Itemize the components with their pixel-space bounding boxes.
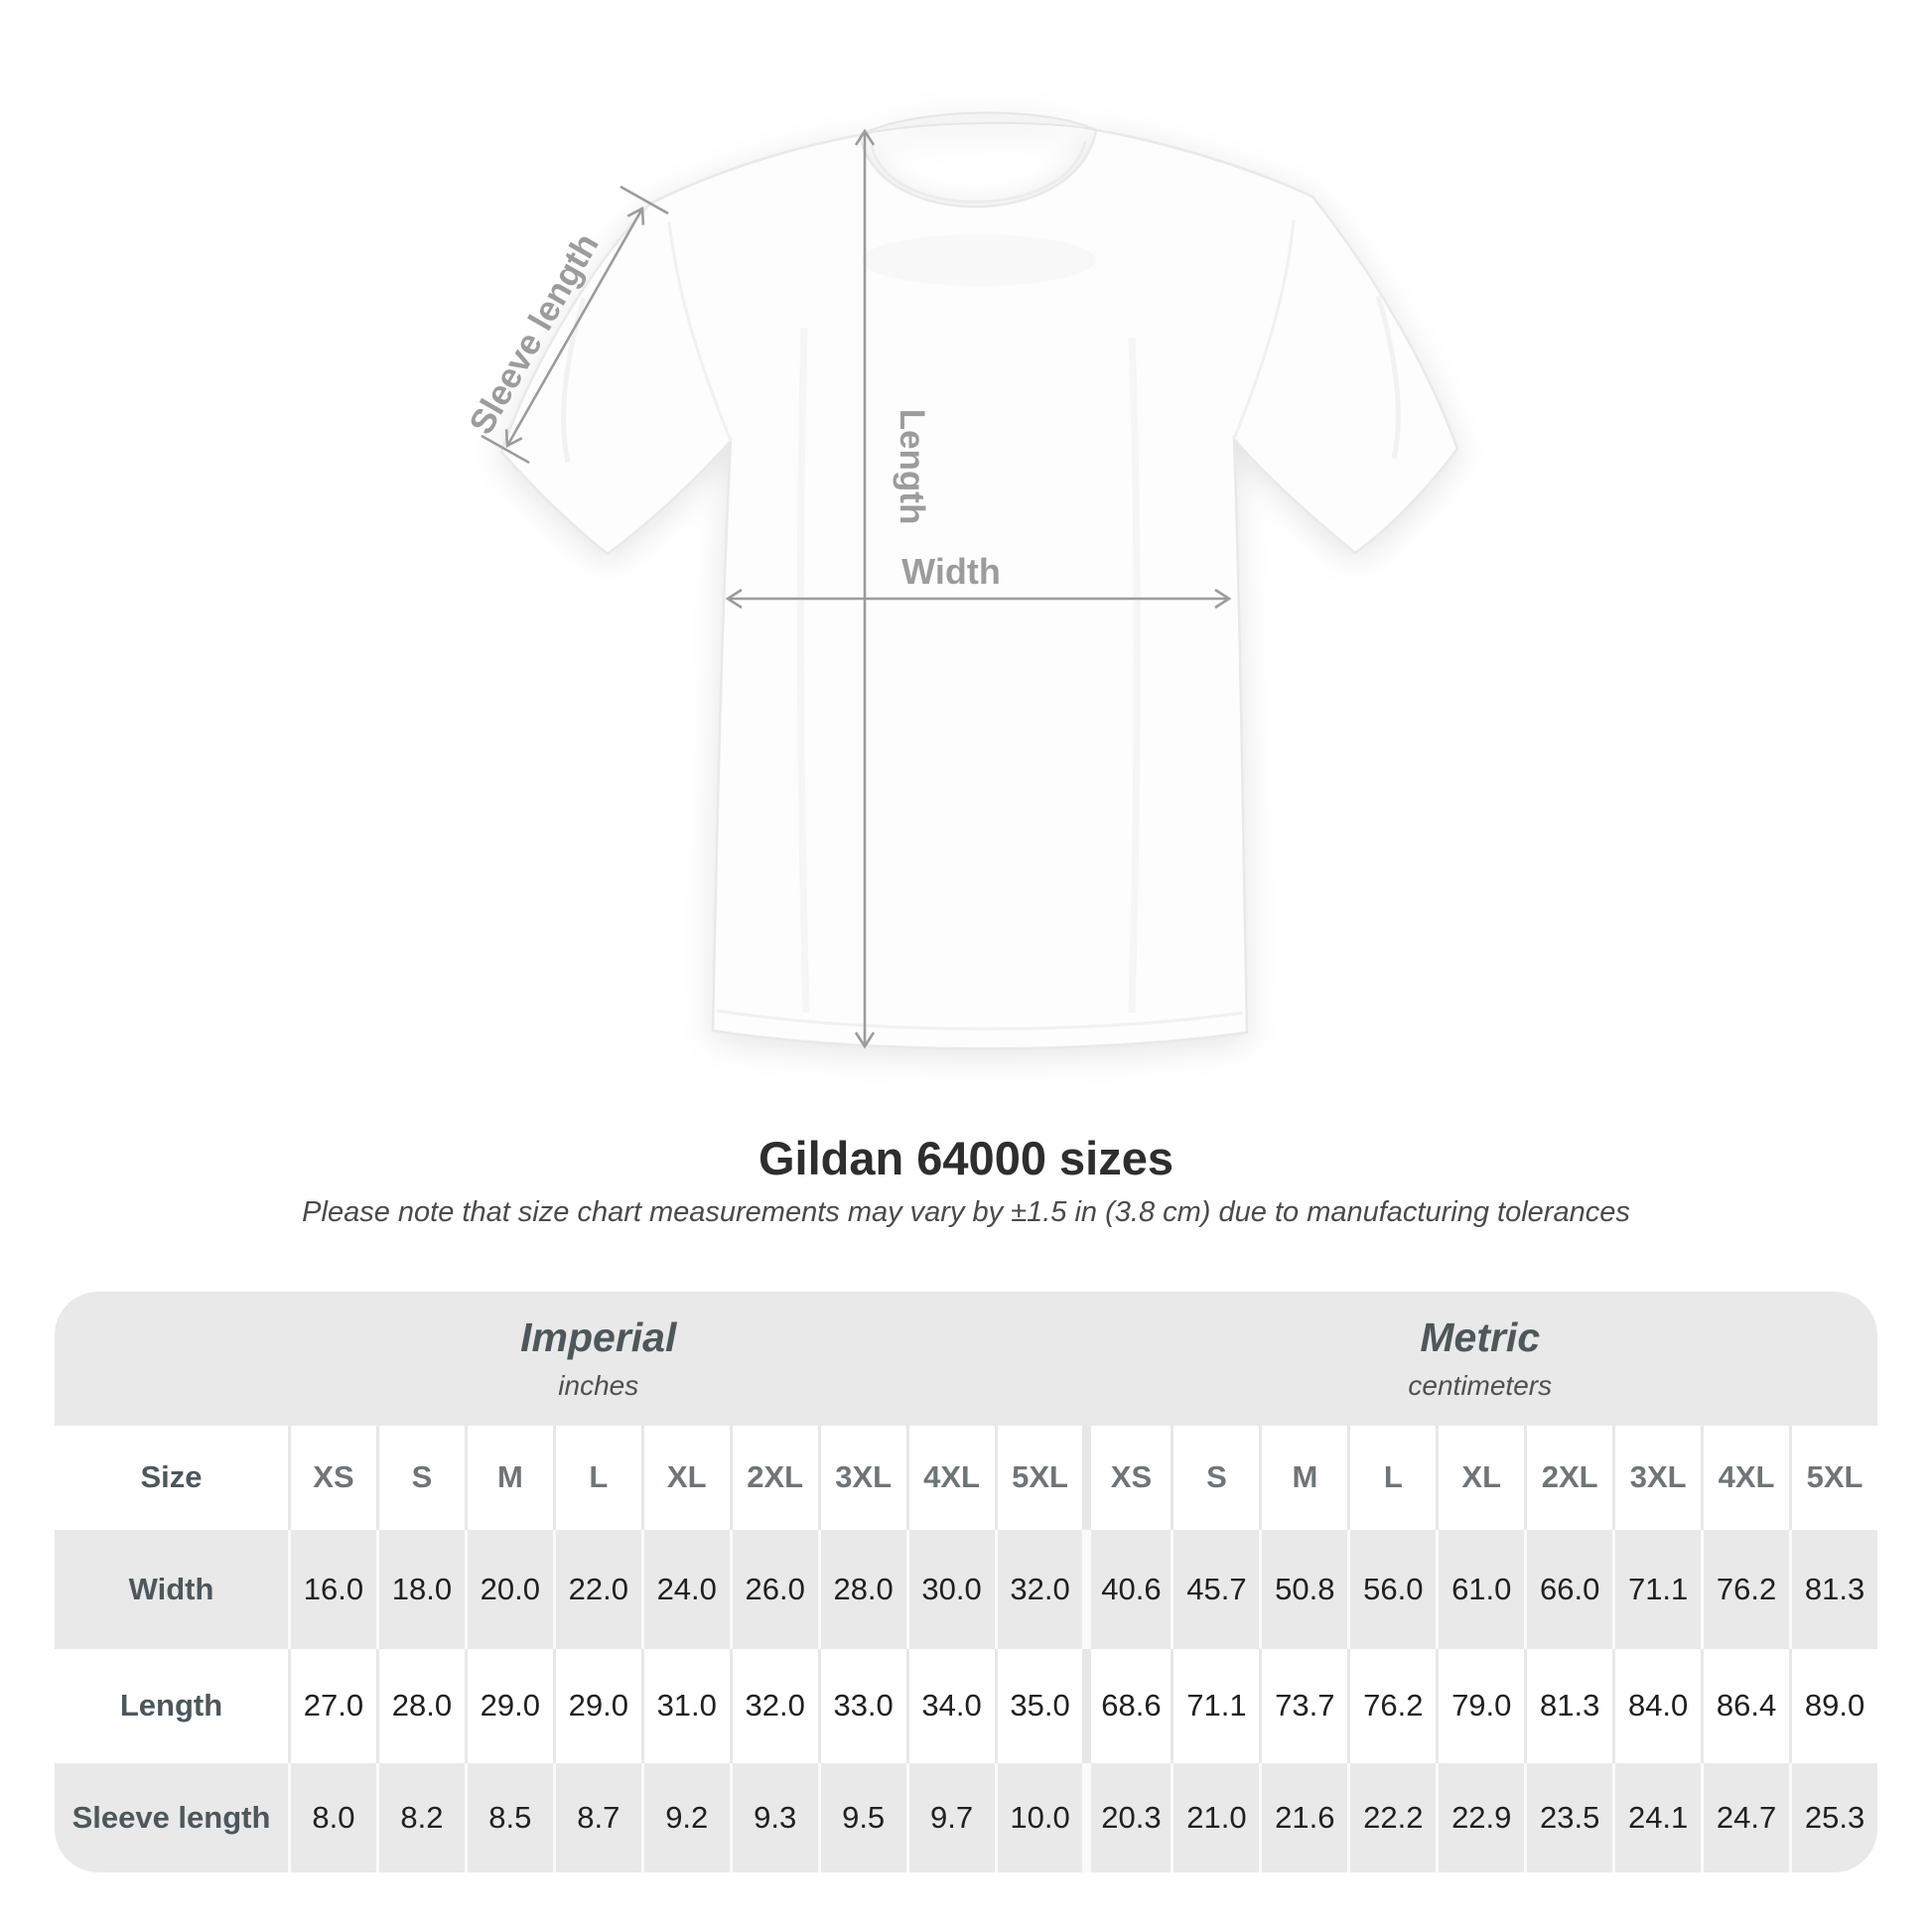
table-cell: 22.0	[552, 1529, 641, 1649]
table-cell: 9.5	[817, 1762, 906, 1872]
size-col-header: 2XL	[729, 1425, 818, 1530]
table-cell: 40.6	[1082, 1529, 1171, 1649]
table-cell: 79.0	[1436, 1648, 1524, 1763]
sleeve-end-tick	[481, 434, 530, 465]
table-cell: 34.0	[905, 1648, 995, 1763]
table-cell: 68.6	[1082, 1648, 1171, 1763]
table-cell: 21.6	[1259, 1762, 1347, 1872]
table-cell: 35.0	[994, 1648, 1083, 1763]
width-label: Width	[901, 551, 1001, 592]
table-row-length: Length 27.0 28.0 29.0 29.0 31.0 32.0 33.…	[55, 1648, 1877, 1763]
length-label: Length	[893, 409, 931, 525]
table-cell: 31.0	[640, 1648, 730, 1763]
tshirt-measurement-diagram: Sleeve length Length Width	[462, 111, 1459, 1050]
table-cell: 32.0	[729, 1648, 818, 1763]
table-cell: 24.1	[1612, 1762, 1701, 1872]
table-cell: 73.7	[1259, 1648, 1347, 1763]
table-cell: 9.7	[905, 1762, 995, 1872]
size-col-header: XL	[1436, 1425, 1524, 1530]
table-cell: 20.0	[464, 1529, 553, 1649]
table-cell: 16.0	[288, 1529, 376, 1649]
table-cell: 8.7	[552, 1762, 641, 1872]
table-cell: 20.3	[1082, 1762, 1171, 1872]
sleeve-end-tick	[620, 185, 669, 215]
metric-header: Metric centimeters	[1083, 1292, 1878, 1426]
table-cell: 8.0	[288, 1762, 376, 1872]
table-cell: 30.0	[905, 1529, 995, 1649]
size-table: Imperial inches Metric centimeters Size …	[55, 1291, 1878, 1872]
table-cell: 26.0	[729, 1529, 818, 1649]
imperial-title: Imperial	[520, 1314, 677, 1361]
table-cell: 21.0	[1171, 1762, 1259, 1872]
table-cell: 25.3	[1789, 1762, 1877, 1872]
table-cell: 9.3	[729, 1762, 818, 1872]
row-label-length: Length	[119, 1688, 223, 1724]
size-col-header: 5XL	[1789, 1425, 1877, 1530]
table-cell: 86.4	[1701, 1648, 1789, 1763]
table-cell: 9.2	[640, 1762, 730, 1872]
row-label-width: Width	[128, 1571, 214, 1606]
table-row-width: Width 16.0 18.0 20.0 22.0 24.0 26.0 28.0…	[55, 1529, 1877, 1649]
page-subtitle: Please note that size chart measurements…	[302, 1196, 1630, 1229]
table-cell: 84.0	[1612, 1648, 1701, 1763]
page-title: Gildan 64000 sizes	[758, 1132, 1174, 1184]
row-label-size: Size	[140, 1459, 203, 1495]
table-cell: 27.0	[288, 1648, 376, 1763]
size-col-header: XL	[640, 1425, 730, 1530]
table-cell: 33.0	[817, 1648, 906, 1763]
table-cell: 24.7	[1701, 1762, 1789, 1872]
size-col-header: 4XL	[1701, 1425, 1789, 1530]
size-col-header: 3XL	[1612, 1425, 1701, 1530]
size-col-header: 5XL	[994, 1425, 1083, 1530]
size-col-header: XS	[288, 1425, 376, 1530]
metric-unit: centimeters	[1408, 1370, 1553, 1402]
size-col-header: M	[1259, 1425, 1347, 1530]
table-cell: 8.5	[464, 1762, 553, 1872]
table-cell: 24.0	[640, 1529, 730, 1649]
imperial-unit: inches	[558, 1370, 639, 1402]
table-cell: 89.0	[1789, 1648, 1877, 1763]
size-col-header: S	[1171, 1425, 1259, 1530]
size-col-header: L	[1347, 1425, 1436, 1530]
table-cell: 71.1	[1171, 1648, 1259, 1763]
table-cell: 18.0	[375, 1529, 465, 1649]
table-cell: 8.2	[375, 1762, 465, 1872]
table-cell: 29.0	[552, 1648, 641, 1763]
sleeve-dimension-line	[504, 206, 645, 449]
unit-header-band: Imperial inches Metric centimeters	[55, 1291, 1878, 1426]
table-cell: 22.2	[1347, 1762, 1436, 1872]
table-cell: 76.2	[1347, 1648, 1436, 1763]
table-cell: 23.5	[1524, 1762, 1612, 1872]
table-cell: 50.8	[1259, 1529, 1347, 1649]
row-label-sleeve-length: Sleeve length	[71, 1799, 271, 1835]
table-cell: 10.0	[994, 1762, 1083, 1872]
size-col-header: L	[552, 1425, 641, 1530]
table-row-sizes: Size XS S M L XL 2XL 3XL 4XL 5XL XS S M …	[55, 1425, 1877, 1530]
size-col-header: XS	[1082, 1425, 1171, 1530]
size-col-header: 4XL	[905, 1425, 995, 1530]
table-cell: 29.0	[464, 1648, 553, 1763]
table-cell: 71.1	[1612, 1529, 1701, 1649]
table-cell: 81.3	[1789, 1529, 1877, 1649]
size-col-header: 2XL	[1524, 1425, 1612, 1530]
table-cell: 61.0	[1436, 1529, 1524, 1649]
imperial-header: Imperial inches	[55, 1292, 1083, 1426]
tshirt-diagram-svg: Sleeve length Length Width	[462, 111, 1459, 1050]
size-col-header: 3XL	[817, 1425, 906, 1530]
size-col-header: M	[464, 1425, 553, 1530]
table-cell: 81.3	[1524, 1648, 1612, 1763]
table-cell: 32.0	[994, 1529, 1083, 1649]
size-col-header: S	[375, 1425, 465, 1530]
table-cell: 22.9	[1436, 1762, 1524, 1872]
table-cell: 76.2	[1701, 1529, 1789, 1649]
table-cell: 56.0	[1347, 1529, 1436, 1649]
table-row-sleeve-length: Sleeve length 8.0 8.2 8.5 8.7 9.2 9.3 9.…	[55, 1762, 1877, 1872]
table-cell: 28.0	[375, 1648, 465, 1763]
table-cell: 45.7	[1171, 1529, 1259, 1649]
measurement-annotations	[481, 128, 1232, 1049]
table-cell: 28.0	[817, 1529, 906, 1649]
metric-title: Metric	[1420, 1314, 1541, 1361]
table-cell: 66.0	[1524, 1529, 1612, 1649]
